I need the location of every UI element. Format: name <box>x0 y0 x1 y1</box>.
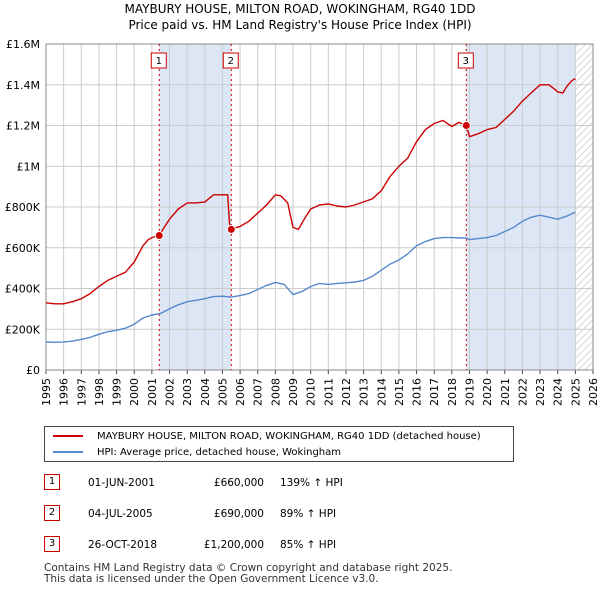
x-tick-label: 2022 <box>516 378 529 406</box>
x-tick-label: 2000 <box>128 378 141 406</box>
x-tick-label: 2001 <box>146 378 159 406</box>
chart-subtitle: Price paid vs. HM Land Registry's House … <box>128 18 472 32</box>
x-tick-label: 2023 <box>534 378 547 406</box>
footer-licence: This data is licensed under the Open Gov… <box>44 573 379 585</box>
x-tick-label: 1995 <box>40 378 53 406</box>
x-tick-label: 2020 <box>481 378 494 406</box>
legend-hpi-label: HPI: Average price, detached house, Woki… <box>97 447 341 458</box>
x-tick-label: 2005 <box>216 378 229 406</box>
y-tick-label: £200K <box>5 323 41 336</box>
y-tick-label: £600K <box>5 242 41 255</box>
sale-date: 26-OCT-2018 <box>88 539 157 551</box>
x-tick-label: 2016 <box>411 378 424 406</box>
sale-price: £1,200,000 <box>203 539 264 551</box>
legend-item-property: MAYBURY HOUSE, MILTON ROAD, WOKINGHAM, R… <box>53 429 481 445</box>
x-tick-label: 2024 <box>552 378 565 406</box>
sale-label-number: 3 <box>463 56 469 67</box>
legend: MAYBURY HOUSE, MILTON ROAD, WOKINGHAM, R… <box>44 426 514 462</box>
price-chart: £0 £200K £400K £600K £800K £1M £1.2M £1.4M £1.6M… <box>5 38 600 406</box>
x-tick-label: 2026 <box>587 378 600 406</box>
sale-label-box <box>150 52 167 69</box>
chart-title: MAYBURY HOUSE, MILTON ROAD, WOKINGHAM, R… <box>124 2 476 16</box>
y-tick-label: £1.6M <box>6 38 40 51</box>
x-tick-label: 2002 <box>164 378 177 406</box>
sale-label-number: 2 <box>228 56 234 67</box>
y-tick-label: £0 <box>26 364 40 377</box>
sale-hpi-change: 139% ↑ HPI <box>280 477 343 489</box>
legend-blue-line <box>53 451 83 453</box>
x-tick-label: 2015 <box>393 378 406 406</box>
sale-point <box>154 231 164 241</box>
y-tick-label: £800K <box>5 201 41 214</box>
sale-label-number: 1 <box>156 56 162 67</box>
x-tick-label: 1997 <box>75 378 88 406</box>
x-tick-label: 2010 <box>305 378 318 406</box>
x-tick-label: 2008 <box>269 378 282 406</box>
sale-point <box>461 121 471 130</box>
sale-price: £690,000 <box>213 508 264 520</box>
x-tick-label: 2019 <box>463 378 476 406</box>
x-tick-label: 1999 <box>111 378 124 406</box>
plot-border <box>45 43 594 371</box>
x-tick-label: 2025 <box>569 378 582 406</box>
sale-price: £660,000 <box>213 477 264 489</box>
x-tick-label: 1998 <box>93 378 106 406</box>
hpi-line <box>45 211 576 343</box>
sale-hpi-change: 85% ↑ HPI <box>280 539 337 551</box>
sale-hpi-change: 89% ↑ HPI <box>280 508 337 520</box>
x-tick-label: 2011 <box>322 378 335 406</box>
legend-red-line <box>53 435 83 437</box>
sale-number-badge: 3 <box>44 536 60 552</box>
x-tick-label: 2009 <box>287 378 300 406</box>
x-tick-label: 2012 <box>340 378 353 406</box>
x-tick-label: 1996 <box>58 378 71 406</box>
y-tick-label: £1M <box>17 160 41 173</box>
x-tick-label: 2004 <box>199 378 212 406</box>
sale-label-box <box>222 52 239 69</box>
x-tick-label: 2003 <box>181 378 194 406</box>
sale-date: 04-JUL-2005 <box>88 508 153 520</box>
x-tick-label: 2017 <box>428 378 441 406</box>
x-tick-label: 2021 <box>499 378 512 406</box>
x-tick-label: 2018 <box>446 378 459 406</box>
sale-label-box <box>457 52 474 69</box>
sale-number-badge: 2 <box>44 505 60 521</box>
legend-item-hpi: HPI: Average price, detached house, Woki… <box>53 445 341 461</box>
sale-number-badge: 1 <box>44 474 60 490</box>
x-tick-label: 2013 <box>358 378 371 406</box>
x-tick-label: 2007 <box>252 378 265 406</box>
x-tick-label: 2006 <box>234 378 247 406</box>
y-tick-label: £400K <box>5 283 41 296</box>
legend-property-label: MAYBURY HOUSE, MILTON ROAD, WOKINGHAM, R… <box>97 431 481 442</box>
footer-copyright: Contains HM Land Registry data © Crown c… <box>44 562 453 574</box>
x-tick-label: 2014 <box>375 378 388 406</box>
y-tick-label: £1.4M <box>6 79 40 92</box>
property-price-line <box>45 77 576 305</box>
sale-point <box>226 224 236 234</box>
y-tick-label: £1.2M <box>6 120 40 133</box>
sale-date: 01-JUN-2001 <box>88 477 155 489</box>
